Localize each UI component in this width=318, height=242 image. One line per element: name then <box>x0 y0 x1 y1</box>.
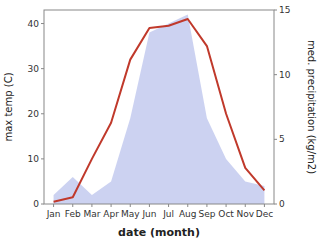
x-tick <box>53 204 54 207</box>
x-tick <box>206 204 207 207</box>
x-tick <box>168 204 169 207</box>
y-tick-label: 20 <box>28 109 40 119</box>
x-tick <box>226 204 227 207</box>
x-tick-label: Jun <box>141 209 156 219</box>
x-tick <box>149 204 150 207</box>
x-tick-label: Feb <box>65 209 81 219</box>
x-tick <box>187 204 188 207</box>
y2-tick-label: 5 <box>279 134 285 144</box>
plot-area <box>54 15 265 204</box>
x-tick <box>245 204 246 207</box>
x-tick <box>130 204 131 207</box>
y-tick <box>41 23 44 24</box>
y2-tick-label: 0 <box>279 199 285 209</box>
x-tick-label: Oct <box>218 209 234 219</box>
x-tick-label: Aug <box>179 209 197 219</box>
x-tick-label: Sep <box>198 209 215 219</box>
x-tick <box>72 204 73 207</box>
y-tick-label: 10 <box>28 154 40 164</box>
plot-frame <box>44 10 274 204</box>
y2-tick <box>274 139 277 140</box>
x-tick-label: Mar <box>83 209 100 219</box>
x-tick-label: Jan <box>46 209 61 219</box>
x-tick <box>264 204 265 207</box>
x-tick-label: Dec <box>256 209 273 219</box>
y2-tick-label: 10 <box>279 70 291 80</box>
precip-area <box>54 15 265 204</box>
y2-tick-label: 15 <box>279 5 290 15</box>
y2-axis-label: med. precipitation (kg/m2) <box>306 40 317 174</box>
x-tick-label: May <box>121 209 140 219</box>
y-tick <box>41 158 44 159</box>
chart: Jan FebMarAprMayJun Jul AugSepOctNovDec 0 10 2… <box>0 0 318 242</box>
x-tick-label: Apr <box>103 209 119 219</box>
y-tick-label: 0 <box>33 199 39 209</box>
y-tick-label: 40 <box>28 19 40 29</box>
x-tick-label: Nov <box>236 209 254 219</box>
y2-tick <box>274 204 277 205</box>
background <box>0 0 318 242</box>
y-tick <box>41 68 44 69</box>
temp-line <box>54 19 265 202</box>
y-axis-label: max temp (C) <box>3 72 14 141</box>
y-tick <box>41 113 44 114</box>
x-tick <box>111 204 112 207</box>
x-axis-label: date (month) <box>118 226 200 239</box>
y2-tick <box>274 74 277 75</box>
x-tick-label: Jul <box>162 209 174 219</box>
x-tick <box>91 204 92 207</box>
y-tick <box>41 204 44 205</box>
y-tick-label: 30 <box>28 64 40 74</box>
y2-tick <box>274 10 277 11</box>
